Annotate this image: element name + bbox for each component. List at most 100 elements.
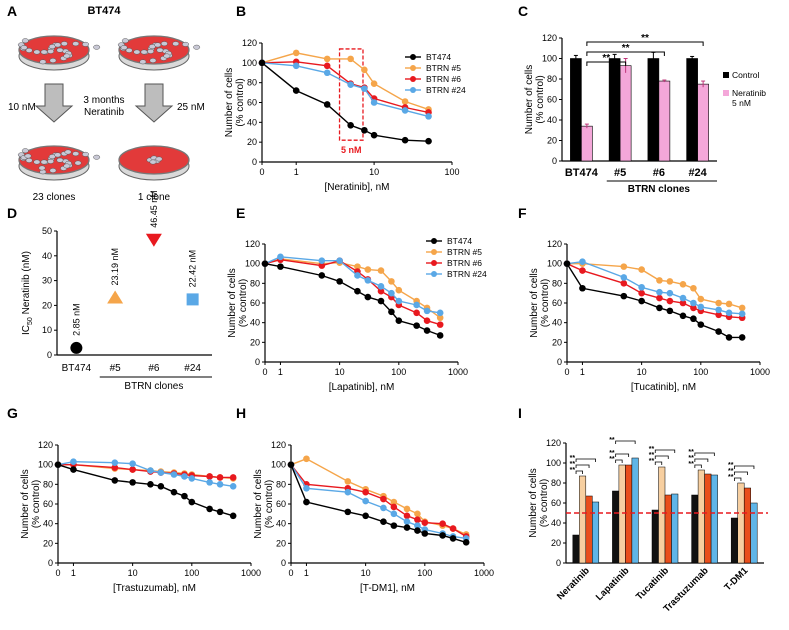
chart-E-xtick-label: 100 [391, 367, 406, 377]
chart-F-ylabel-line: Number of cells [529, 268, 540, 337]
chart-C-bar [608, 58, 621, 162]
chart-I-ylabel-line: Number of cells [528, 468, 539, 537]
panel-label-D: D [7, 205, 17, 221]
chart-H-point [462, 539, 470, 546]
chart-I-sig-label: ** [609, 456, 615, 463]
chart-H-point [344, 488, 352, 496]
chart-H-point [362, 512, 369, 520]
chart-I-sig-bracket [575, 458, 596, 462]
dish-top-left-cell [39, 59, 47, 65]
chart-B-point [401, 98, 409, 105]
chart-H-point [344, 508, 352, 516]
chart-H-point [414, 522, 421, 529]
chart-I-sig-label: ** [649, 446, 655, 453]
chart-D-group-label: BTRN clones [124, 381, 183, 392]
chart-H-point [449, 525, 457, 532]
chart-I-sig-label: ** [649, 452, 655, 459]
chart-B-point [258, 59, 266, 67]
chart-F: 0 20 40 60 80 100 120 0 1 10 100 1000 [Tucatinib], n… [529, 239, 770, 393]
dish-top-left-cell [40, 49, 48, 55]
chart-E-xtick-label: 10 [335, 367, 345, 377]
chart-H-ylabel: Number of cells(% control) [253, 469, 275, 538]
chart-D-ylabel: IC50 Neratinib (nM) [21, 251, 34, 335]
chart-I-bar [710, 474, 718, 564]
chart-F-point [715, 299, 722, 307]
chart-H-xlabel: [T-DM1], nM [360, 583, 415, 594]
chart-G-point [147, 467, 154, 474]
dish-top-left-cell [54, 42, 62, 48]
chart-C: 0 20 40 60 80 100 120 Number of cells(% control… [524, 33, 766, 195]
chart-I-sig-bracket [615, 459, 623, 463]
chart-H-xtick-label: 1 [304, 568, 309, 578]
chart-B-point [323, 62, 331, 70]
chart-I-bar [631, 457, 639, 564]
chart-G-point [229, 483, 237, 490]
dish-top-left-cell [82, 41, 89, 47]
chart-F-point [725, 334, 733, 341]
chart-F-point [620, 280, 628, 287]
panelA-center-1: 3 months [83, 95, 124, 106]
chart-G-point [188, 475, 196, 482]
chart-E-ytick-label: 60 [250, 298, 260, 308]
chart-I-xtick-label: T-DM1 [722, 565, 750, 593]
chart-E-ytick-label: 20 [250, 337, 260, 347]
chart-F-point [638, 289, 645, 297]
chart-C-legend-swatch [723, 72, 729, 78]
chart-B-legend-marker [410, 65, 416, 71]
dish-bottom-left-cell [38, 165, 46, 171]
panel-label-I: I [518, 405, 522, 421]
dish-top-right-cell [172, 41, 180, 47]
chart-E-ytick-label: 80 [250, 278, 260, 288]
dish-top-right-cell [193, 44, 201, 50]
chart-F-point [638, 266, 645, 273]
panel-label-G: G [7, 405, 18, 421]
arrow-right-icon [134, 83, 174, 123]
chart-E-point [377, 282, 385, 290]
chart-F-point [656, 294, 663, 302]
chart-E-point [318, 262, 326, 269]
chart-E-point [413, 322, 420, 329]
chart-H-point [380, 504, 387, 512]
chart-E-point [413, 309, 420, 317]
chart-I-bar [664, 494, 672, 564]
dish-top-left-cell [25, 47, 33, 53]
chart-E-point [436, 321, 444, 328]
chart-I-ytick-label: 40 [551, 518, 561, 528]
chart-H-point [303, 498, 310, 506]
chart-E-point [277, 263, 284, 270]
panel-label-A: A [7, 3, 17, 19]
chart-C-ytick-label: 60 [547, 95, 557, 105]
chart-E-legend-label: BT474 [447, 236, 472, 246]
chart-I-bar [618, 464, 626, 564]
chart-I-bar [625, 464, 633, 564]
panel-label-B: B [236, 3, 246, 19]
arrow-left-icon [34, 83, 74, 123]
chart-D-ylabel-part: 50 [27, 317, 34, 325]
chart-B-series-line [261, 52, 429, 111]
chart-G-xlabel: [Trastuzumab], nM [113, 583, 196, 594]
chart-G-point [229, 474, 237, 481]
chart-E-legend-label: BTRN #6 [447, 258, 482, 268]
chart-C-legend-label: Neratinib [732, 88, 766, 98]
panel-label-C: C [518, 3, 528, 19]
chart-G-ylabel-line: Number of cells [20, 469, 31, 538]
chart-E-legend-label: BTRN #5 [447, 247, 482, 257]
dish-bottom-left-cell [49, 168, 57, 173]
dish-top-right-cell [133, 49, 141, 55]
dish-top-right-cell [160, 41, 168, 47]
chart-B-point [323, 55, 331, 63]
dish-top-right-cell [125, 47, 133, 53]
chart-I-bar [750, 502, 758, 564]
chart-E-ytick-label: 40 [250, 318, 260, 328]
dish-top-left-cell [33, 49, 41, 55]
chart-C-bar [686, 58, 698, 162]
chart-E-point [364, 277, 372, 284]
dish-top-left-cell [49, 58, 57, 63]
chart-B-series-line [261, 61, 429, 114]
chart-G-point [181, 492, 188, 500]
chart-D-ytick-label: 0 [47, 350, 52, 360]
dish-bottom-right-cell [155, 156, 163, 162]
chart-D-point [186, 293, 199, 306]
chart-F-xtick-label: 10 [637, 367, 647, 377]
